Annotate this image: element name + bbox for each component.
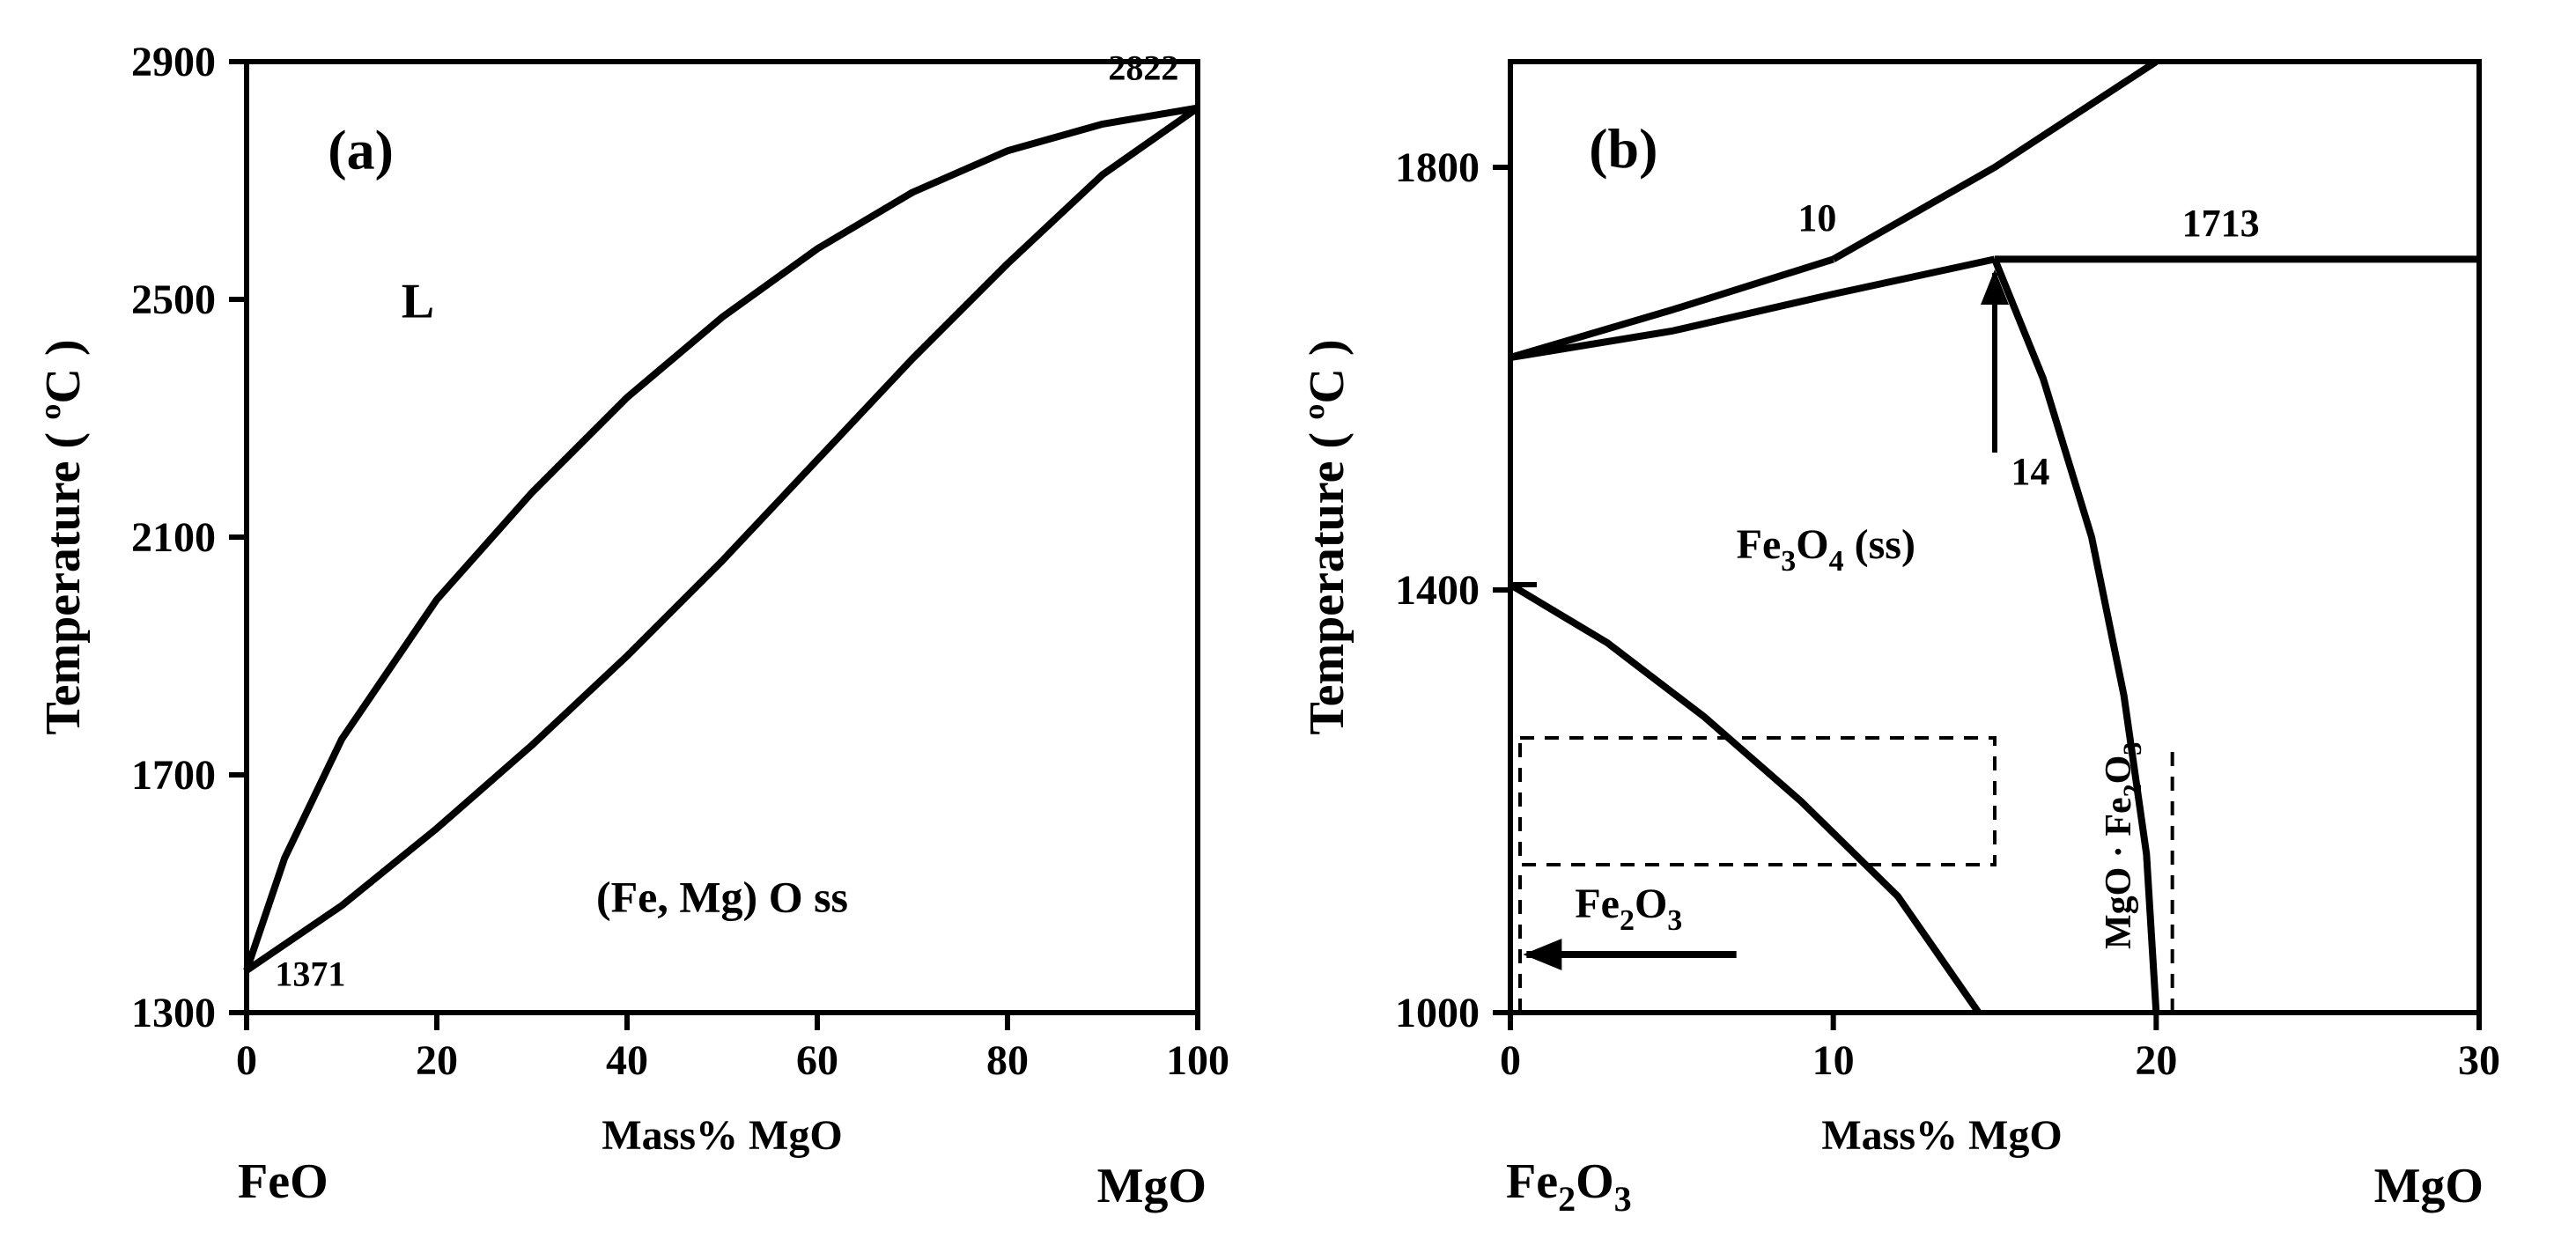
x-tick-label: 0 (1500, 1037, 1521, 1084)
x-tick-label: 60 (796, 1037, 838, 1084)
y-tick-label: 2100 (131, 514, 216, 561)
x-tick-label: 80 (986, 1037, 1029, 1084)
x-endpoint-right: MgO (2374, 1159, 2484, 1213)
panel-a: 0 20 40 60 80 100 1300 1700 2100 2500 2900 Mass% Mg… (18, 18, 1268, 1227)
liquidus-right (1834, 62, 2157, 259)
x-endpoint-right: MgO (1097, 1159, 1207, 1213)
panel-b: 0 10 20 30 1000 1400 1800 Mass% MgO Fe2O3 MgO Temp… (1281, 18, 2532, 1227)
figure-container: 02040608010013001700210025002900Mass% Mg… (0, 0, 2576, 1253)
y-tick-label: 1300 (131, 990, 216, 1036)
y-axis-label: Temperature ( ºC ) (1300, 339, 1354, 734)
liquidus-curve (247, 108, 1198, 971)
eutectic-temp-label: 1713 (2182, 202, 2260, 245)
dashed-highlight-rect (1520, 738, 1995, 865)
solid-phase-label: (Fe, Mg) O ss (596, 872, 848, 921)
x-tick-label: 20 (2135, 1037, 2177, 1084)
y-tick-label: 2500 (131, 276, 216, 323)
phase-fe2o3: Fe2O3 (1575, 881, 1682, 937)
solvus-left (1510, 585, 1979, 1013)
melt-temp-right: 2822 (1108, 48, 1178, 87)
x-tick-label: 30 (2458, 1037, 2500, 1084)
x-tick-label: 100 (1166, 1037, 1229, 1084)
x-tick-label: 20 (416, 1037, 458, 1084)
x-axis-label: Mass% MgO (1821, 1112, 2062, 1159)
x-endpoint-left: Fe2O3 (1506, 1154, 1632, 1219)
panel-a-svg: 0 20 40 60 80 100 1300 1700 2100 2500 2900 Mass% Mg… (18, 18, 1268, 1224)
y-tick-label: 1000 (1395, 990, 1480, 1036)
solidus-curve (247, 108, 1198, 971)
x-tick-label: 0 (236, 1037, 257, 1084)
y-tick-label: 2900 (131, 39, 216, 85)
point-10-label: 10 (1797, 196, 1836, 240)
point-14-label: 14 (2011, 450, 2049, 493)
plot-frame (1510, 62, 2479, 1013)
x-tick-label: 40 (606, 1037, 648, 1084)
phase-mgo-fe2o3: MgO · Fe2O3 (2099, 742, 2147, 949)
y-tick-label: 1700 (131, 752, 216, 799)
panel-label: (b) (1589, 117, 1657, 180)
panel-label: (a) (328, 119, 394, 181)
solidus-left (1510, 259, 1995, 357)
x-tick-label: 10 (1812, 1037, 1855, 1084)
y-axis-label: Temperature ( ºC ) (36, 339, 91, 734)
y-tick-label: 1800 (1395, 144, 1480, 191)
x-endpoint-left: FeO (238, 1154, 328, 1209)
phase-fe3o4-ss: Fe3O4 (ss) (1737, 521, 1915, 578)
y-tick-label: 1400 (1395, 567, 1480, 614)
melt-temp-left: 1371 (275, 954, 345, 994)
liquid-phase-label: L (402, 274, 434, 328)
x-axis-label: Mass% MgO (602, 1112, 842, 1159)
arrow-left-head (1523, 939, 1561, 970)
panel-b-svg: 0 10 20 30 1000 1400 1800 Mass% MgO Fe2O3 MgO Temp… (1281, 18, 2532, 1224)
